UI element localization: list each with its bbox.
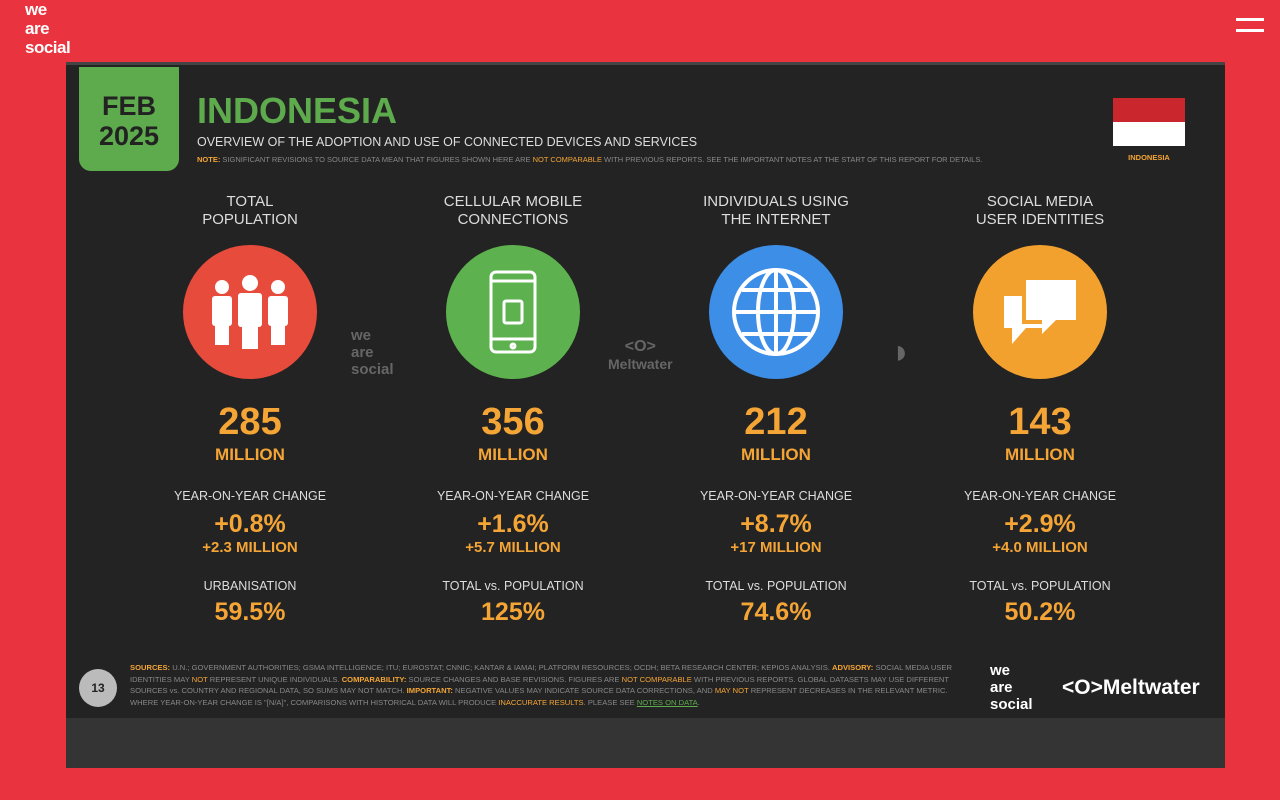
yoy-label: YEAR-ON-YEAR CHANGE [699,489,853,503]
extra-value: 125% [481,598,545,626]
meltwater-icon: <O> [1062,676,1103,699]
sources-text: SOURCES: U.N.; GOVERNMENT AUTHORITIES; G… [130,662,964,709]
stat-heading: CELLULAR MOBILE CONNECTIONS [443,193,583,228]
sources-segment: . [697,698,700,708]
sources-segment: INACCURATE RESULTS [498,698,584,708]
yoy-label: YEAR-ON-YEAR CHANGE [963,489,1117,503]
sources-segment: IMPORTANT: [406,686,453,696]
stat-heading: INDIVIDUALS USING THE INTERNET [703,193,849,228]
sources-segment: U.N.; GOVERNMENT AUTHORITIES; GSMA INTEL… [170,663,832,672]
extra-value: 74.6% [740,598,812,626]
yoy-absolute: +5.7 MILLION [465,539,561,556]
datareportal-watermark-icon: ◗ [891,333,912,371]
yoy-percent: +0.8% [214,510,286,538]
sources-segment: WITH PREVIOUS REPORTS. GLOBAL DATASETS M… [130,674,949,696]
meltwater-footer-logo: <O>Meltwater [1062,676,1200,699]
sources-segment: MAY NOT [714,686,749,696]
stat-column-1: TOTAL POPULATION 285 MILLION YEAR-ON-YEAR… [130,193,370,627]
extra-value: 50.2% [1004,598,1076,626]
sources-segment: . PLEASE SEE [583,698,637,708]
stat-value: 143 [1008,401,1072,443]
hamburger-menu-icon[interactable] [1236,18,1264,40]
stat-unit: MILLION [478,445,548,464]
sources-segment: SOURCES: [130,663,171,672]
yoy-percent: +1.6% [477,510,549,538]
we-are-social-watermark: we are social [351,327,394,378]
mobile-phone-icon [446,245,580,379]
page-title: INDONESIA [197,90,398,131]
yoy-absolute: +4.0 MILLION [992,539,1088,556]
stat-value: 356 [481,401,545,443]
sources-segment: NEGATIVE VALUES MAY INDICATE SOURCE DATA… [452,686,715,696]
yoy-percent: +2.9% [1004,510,1076,538]
stat-value: 212 [744,401,808,443]
extra-label: TOTAL vs. POPULATION [442,579,584,593]
stat-heading: TOTAL POPULATION [202,193,298,228]
indonesia-flag [1113,98,1185,146]
yoy-label: YEAR-ON-YEAR CHANGE [173,489,327,503]
stat-unit: MILLION [741,445,811,464]
sources-segment: SOCIAL MEDIA USER IDENTITIES MAY [130,663,952,684]
meltwater-icon: <O> [624,338,656,355]
yoy-label: YEAR-ON-YEAR CHANGE [436,489,590,503]
yoy-absolute: +2.3 MILLION [202,539,298,556]
extra-label: TOTAL vs. POPULATION [705,579,847,593]
sources-segment: COMPARABILITY: [341,674,407,684]
stat-value: 285 [218,401,282,443]
sources-segment: NOT COMPARABLE [621,674,692,684]
note: NOTE: SIGNIFICANT REVISIONS TO SOURCE DA… [197,155,983,164]
stat-column-4: SOCIAL MEDIA USER IDENTITIES 143 MILLION … [920,193,1160,627]
notes-on-data-link[interactable]: NOTES ON DATA [636,698,698,708]
sources-segment: SOURCE CHANGES AND BASE REVISIONS. FIGUR… [406,674,622,684]
we-are-social-footer-logo: we are social [990,662,1033,713]
chat-bubbles-icon [973,245,1107,379]
stat-unit: MILLION [1005,445,1075,464]
stat-column-2: CELLULAR MOBILE CONNECTIONS 356 MILLION Y… [393,193,633,627]
sources-segment: ADVISORY: [831,663,874,672]
extra-label: TOTAL vs. POPULATION [969,579,1111,593]
we-are-social-logo[interactable]: we are social [25,0,71,57]
yoy-absolute: +17 MILLION [730,539,822,556]
yoy-percent: +8.7% [740,510,812,538]
people-icon [183,245,317,379]
stat-column-3: INDIVIDUALS USING THE INTERNET 212 MILLIO… [656,193,896,627]
meltwater-watermark: <O> Meltwater [608,338,673,372]
sources-segment: NOT [191,674,208,684]
stat-unit: MILLION [215,445,285,464]
extra-value: 59.5% [214,598,286,626]
sources-segment: REPRESENT UNIQUE INDIVIDUALS. [207,674,342,684]
flag-label: INDONESIA [1128,153,1170,162]
globe-icon [709,245,843,379]
date-badge: FEB 2025 [79,67,179,171]
page-number: 13 [79,669,117,707]
sources-segment: REPRESENT DECREASES IN THE RELEVANT METR… [130,686,948,708]
slide-bottom-band [66,718,1225,768]
slide: FEB 2025 INDONESIA OVERVIEW OF THE ADOPTI… [66,62,1225,768]
stat-heading: SOCIAL MEDIA USER IDENTITIES [975,193,1105,228]
extra-label: URBANISATION [203,579,297,593]
subtitle: OVERVIEW OF THE ADOPTION AND USE OF CONN… [197,135,698,149]
